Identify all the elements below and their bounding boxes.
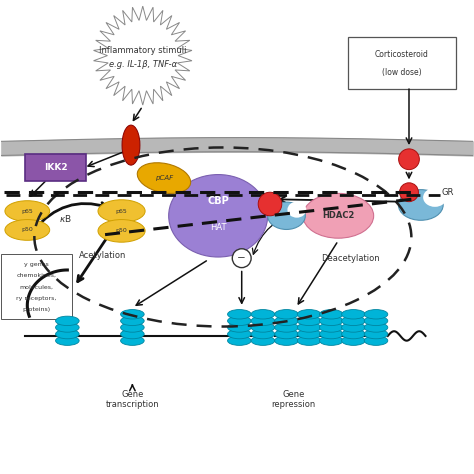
Ellipse shape <box>55 329 79 339</box>
Circle shape <box>400 183 419 201</box>
Ellipse shape <box>228 329 251 339</box>
Text: e.g. IL-1β, TNF-α: e.g. IL-1β, TNF-α <box>109 60 177 69</box>
Ellipse shape <box>297 310 321 319</box>
Ellipse shape <box>228 336 251 346</box>
Ellipse shape <box>55 316 79 326</box>
Ellipse shape <box>319 316 343 326</box>
Ellipse shape <box>319 336 343 346</box>
Ellipse shape <box>297 329 321 339</box>
Ellipse shape <box>251 329 275 339</box>
Ellipse shape <box>319 329 343 339</box>
Text: $\kappa$B: $\kappa$B <box>59 213 72 224</box>
Ellipse shape <box>122 125 140 165</box>
Text: p50: p50 <box>21 228 33 232</box>
Ellipse shape <box>423 188 447 207</box>
Ellipse shape <box>319 310 343 319</box>
Text: CBP: CBP <box>207 196 229 206</box>
Text: chemokines,: chemokines, <box>17 273 56 278</box>
Ellipse shape <box>120 323 144 332</box>
Ellipse shape <box>275 310 298 319</box>
Circle shape <box>258 192 282 216</box>
Ellipse shape <box>342 310 365 319</box>
Circle shape <box>399 149 419 170</box>
FancyBboxPatch shape <box>26 154 86 182</box>
Text: −: − <box>237 253 246 263</box>
Ellipse shape <box>297 336 321 346</box>
Text: p50: p50 <box>116 228 128 233</box>
Ellipse shape <box>303 193 374 238</box>
Ellipse shape <box>55 323 79 332</box>
Ellipse shape <box>364 310 388 319</box>
Ellipse shape <box>342 323 365 332</box>
Text: ry receptors,: ry receptors, <box>16 296 57 301</box>
Ellipse shape <box>228 316 251 326</box>
Ellipse shape <box>251 323 275 332</box>
Ellipse shape <box>342 329 365 339</box>
Ellipse shape <box>275 316 298 326</box>
Ellipse shape <box>297 323 321 332</box>
Ellipse shape <box>268 202 305 229</box>
Ellipse shape <box>137 163 191 193</box>
Ellipse shape <box>251 310 275 319</box>
Text: molecules,: molecules, <box>19 284 54 290</box>
Text: y genes: y genes <box>24 262 49 267</box>
Text: Deacetylation: Deacetylation <box>321 254 379 263</box>
Ellipse shape <box>364 329 388 339</box>
Ellipse shape <box>297 316 321 326</box>
Text: Gene
transcription: Gene transcription <box>106 390 159 409</box>
Circle shape <box>232 249 251 268</box>
Text: IKK2: IKK2 <box>44 163 67 172</box>
Text: p65: p65 <box>21 209 33 214</box>
Text: proteins): proteins) <box>22 307 51 312</box>
FancyBboxPatch shape <box>1 255 72 319</box>
Ellipse shape <box>364 336 388 346</box>
Ellipse shape <box>120 336 144 346</box>
Text: Acetylation: Acetylation <box>79 251 127 260</box>
Text: HDAC2: HDAC2 <box>322 211 355 220</box>
Ellipse shape <box>98 219 145 242</box>
Ellipse shape <box>120 316 144 326</box>
Ellipse shape <box>120 310 144 319</box>
Ellipse shape <box>364 323 388 332</box>
Text: Corticosteroid: Corticosteroid <box>375 50 429 59</box>
Ellipse shape <box>275 329 298 339</box>
Ellipse shape <box>169 174 268 257</box>
Ellipse shape <box>228 323 251 332</box>
Text: (low dose): (low dose) <box>382 68 422 77</box>
Text: HAT: HAT <box>210 223 227 232</box>
Text: Gene
repression: Gene repression <box>272 390 316 409</box>
Ellipse shape <box>319 323 343 332</box>
Ellipse shape <box>55 336 79 346</box>
Text: GR: GR <box>442 188 455 197</box>
Ellipse shape <box>275 323 298 332</box>
Polygon shape <box>93 6 192 105</box>
Ellipse shape <box>120 329 144 339</box>
Ellipse shape <box>342 316 365 326</box>
Ellipse shape <box>342 336 365 346</box>
Ellipse shape <box>287 201 306 218</box>
Text: p65: p65 <box>116 209 128 214</box>
Text: Inflammatory stimuli: Inflammatory stimuli <box>99 46 186 55</box>
Ellipse shape <box>275 336 298 346</box>
Ellipse shape <box>364 316 388 326</box>
Ellipse shape <box>251 336 275 346</box>
Ellipse shape <box>5 219 50 240</box>
FancyBboxPatch shape <box>348 36 456 89</box>
Text: pCAF: pCAF <box>155 175 173 181</box>
Ellipse shape <box>98 200 145 222</box>
Ellipse shape <box>251 316 275 326</box>
Ellipse shape <box>398 190 443 220</box>
Ellipse shape <box>228 310 251 319</box>
Ellipse shape <box>5 201 50 221</box>
